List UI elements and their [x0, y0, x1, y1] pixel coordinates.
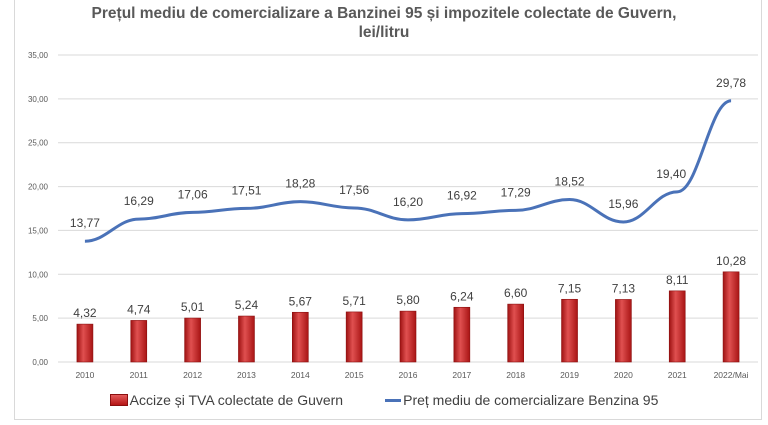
bar-data-label: 5,71: [342, 294, 366, 308]
bar: [615, 299, 632, 363]
price-line: [84, 99, 732, 243]
bar: [668, 290, 686, 363]
bar: [722, 271, 740, 363]
line-data-label: 29,78: [716, 76, 746, 90]
bar: [345, 311, 363, 363]
line-data-label: 17,56: [339, 183, 369, 197]
bar-data-label: 6,24: [450, 289, 474, 303]
chart-subtitle: lei/litru: [358, 24, 410, 41]
line-data-label: 17,51: [231, 183, 261, 197]
bar: [76, 323, 94, 363]
legend-swatch-bar: [109, 394, 128, 406]
chart-title: Prețul mediu de comercializare a Banzine…: [91, 5, 677, 22]
bar-data-label: 5,80: [396, 293, 420, 307]
bar-data-label: 5,01: [181, 300, 205, 314]
bar-data-label: 4,74: [127, 302, 151, 316]
bar: [399, 310, 417, 363]
bar-data-label: 5,24: [235, 298, 259, 312]
bar: [507, 303, 524, 363]
legend-item-line: Preț mediu de comercializare Benzina 95: [385, 392, 658, 408]
bar: [561, 298, 578, 363]
x-tick-label: 2021: [668, 370, 687, 380]
bar-data-label: 7,15: [558, 281, 582, 295]
legend-label: Preț mediu de comercializare Benzina 95: [403, 392, 659, 408]
line-data-label: 17,06: [178, 187, 208, 201]
bar-data-label: 6,60: [504, 286, 528, 300]
bar-data-label: 5,67: [289, 294, 313, 308]
x-tick-label: 2012: [183, 370, 202, 380]
x-tick-label: 2018: [506, 370, 525, 380]
line-data-label: 16,92: [447, 189, 477, 203]
bar-data-label: 10,28: [716, 254, 746, 268]
x-tick-label: 2022/Mai: [714, 370, 749, 380]
line-data-label: 19,40: [656, 167, 686, 181]
y-tick-label: 25,00: [28, 139, 49, 148]
x-tick-label: 2020: [614, 370, 633, 380]
bar: [292, 311, 309, 363]
y-tick-label: 10,00: [28, 270, 49, 279]
x-tick-label: 2011: [130, 370, 149, 380]
legend-label: Accize și TVA colectate de Guvern: [129, 392, 344, 408]
legend-item-bars: Accize și TVA colectate de Guvern: [109, 392, 344, 408]
y-tick-label: 20,00: [28, 183, 49, 192]
y-tick-label: 30,00: [28, 95, 49, 104]
chart-frame: [14, 0, 762, 420]
line-data-label: 13,77: [70, 216, 100, 230]
line-data-label: 18,52: [555, 175, 585, 189]
x-tick-label: 2015: [345, 370, 364, 380]
bar: [453, 306, 471, 363]
x-tick-label: 2017: [452, 370, 471, 380]
bar: [130, 320, 148, 363]
x-tick-label: 2013: [237, 370, 256, 380]
x-tick-label: 2019: [560, 370, 579, 380]
x-tick-label: 2010: [75, 370, 94, 380]
legend-swatch-line: [385, 398, 402, 402]
bar-data-label: 8,11: [666, 273, 689, 287]
legend: Accize și TVA colectate de Guvern Preț m…: [0, 392, 768, 408]
x-tick-label: 2014: [291, 370, 310, 380]
y-tick-label: 15,00: [28, 226, 49, 235]
x-tick-label: 2016: [399, 370, 418, 380]
bar-data-label: 7,13: [612, 281, 636, 295]
bar: [184, 317, 201, 363]
bar: [238, 315, 255, 363]
y-tick-label: 35,00: [28, 51, 49, 60]
line-data-label: 16,29: [124, 194, 154, 208]
y-tick-label: 5,00: [32, 314, 48, 323]
line-data-label: 15,96: [608, 197, 638, 211]
line-data-label: 17,29: [501, 185, 531, 199]
bar-data-label: 4,32: [73, 306, 97, 320]
line-data-label: 16,20: [393, 195, 423, 209]
y-tick-label: 0,00: [32, 358, 48, 367]
line-data-label: 18,28: [285, 177, 315, 191]
